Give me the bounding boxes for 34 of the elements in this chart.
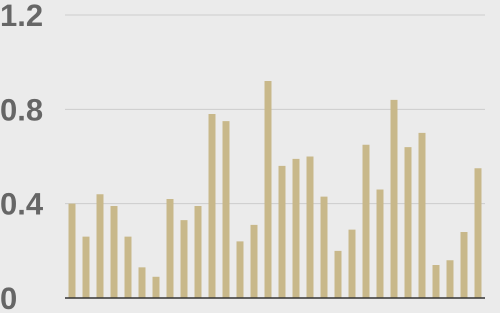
bar [446,260,454,298]
bar [96,194,104,298]
bar [208,114,216,298]
bar [390,100,398,298]
y-tick-label: 0 [0,281,18,313]
bar [306,156,314,298]
bar [348,230,356,298]
bar [250,224,258,298]
bar [82,236,90,298]
bar [362,144,370,298]
bar [376,190,384,298]
bar [460,232,468,298]
y-tick-label: 0.4 [0,186,44,222]
bar [320,196,328,298]
bar [110,206,118,298]
bar [194,206,202,298]
bar [236,241,244,298]
bar [474,168,482,298]
bar [222,121,230,298]
bar [138,267,146,298]
bar [166,198,174,298]
bar [278,166,286,298]
bar [292,158,300,298]
y-tick-label: 1.2 [0,0,44,33]
y-tick-label: 0.8 [0,92,44,128]
bar [124,236,132,298]
bar [404,147,412,298]
bar [432,264,440,298]
bar [180,220,188,298]
bar [264,81,272,298]
bar [152,276,160,298]
bar [68,204,76,298]
bar [334,250,342,298]
bar [418,132,426,298]
